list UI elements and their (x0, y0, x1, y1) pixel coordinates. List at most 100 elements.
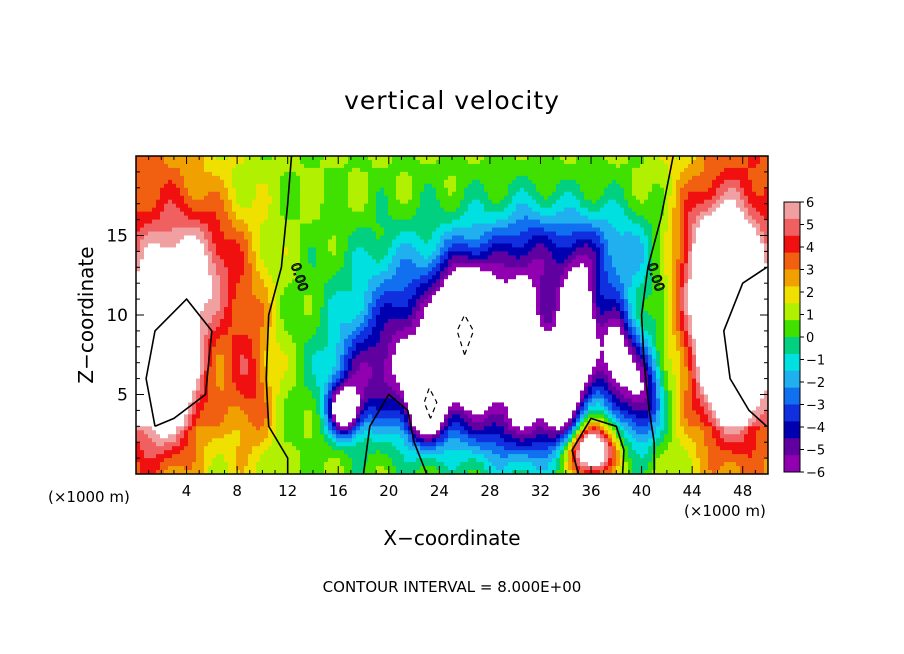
heatmap-cell (292, 279, 297, 284)
heatmap-cell (340, 311, 345, 316)
heatmap-cell (320, 171, 325, 177)
heatmap-cell (192, 470, 197, 474)
heatmap-cell (324, 410, 329, 415)
heatmap-cell (144, 442, 149, 447)
heatmap-cell (136, 414, 141, 419)
heatmap-cell (360, 386, 365, 392)
heatmap-cell (284, 406, 289, 412)
heatmap-cell (228, 263, 233, 268)
heatmap-cell (180, 183, 185, 189)
heatmap-cell (384, 163, 389, 169)
heatmap-cell (176, 430, 181, 435)
heatmap-cell (164, 259, 169, 264)
heatmap-cell (180, 191, 185, 197)
heatmap-cell (364, 227, 369, 233)
heatmap-cell (272, 175, 277, 181)
heatmap-cell (256, 430, 261, 435)
heatmap-cell (296, 279, 301, 284)
heatmap-cell (188, 334, 193, 340)
heatmap-cell (332, 279, 337, 284)
heatmap-cell (288, 334, 293, 340)
heatmap-cell (332, 299, 337, 304)
heatmap-cell (152, 207, 157, 213)
heatmap-cell (288, 446, 293, 451)
heatmap-cell (208, 370, 213, 376)
heatmap-cell (364, 374, 369, 380)
heatmap-cell (164, 159, 169, 165)
heatmap-cell (196, 163, 201, 169)
heatmap-cell (252, 318, 257, 324)
heatmap-cell (144, 334, 149, 340)
heatmap-cell (172, 195, 177, 201)
heatmap-cell (220, 406, 225, 412)
heatmap-cell (344, 426, 349, 431)
heatmap-cell (384, 251, 389, 256)
heatmap-cell (156, 195, 161, 201)
heatmap-cell (288, 291, 293, 296)
heatmap-cell (184, 243, 189, 249)
heatmap-cell (200, 414, 205, 419)
heatmap-cell (164, 271, 169, 276)
heatmap-cell (136, 438, 141, 443)
heatmap-cell (148, 378, 153, 384)
heatmap-cell (208, 450, 213, 455)
heatmap-cell (260, 219, 265, 225)
heatmap-cell (200, 374, 205, 380)
heatmap-cell (140, 291, 145, 296)
heatmap-cell (232, 287, 237, 292)
heatmap-cell (300, 338, 305, 344)
heatmap-cell (216, 334, 221, 340)
heatmap-cell (248, 263, 253, 268)
heatmap-cell (272, 374, 277, 380)
heatmap-cell (232, 271, 237, 276)
heatmap-cell (184, 394, 189, 400)
heatmap-cell (136, 382, 141, 388)
heatmap-cell (256, 378, 261, 384)
heatmap-cell (184, 418, 189, 423)
heatmap-cell (344, 446, 349, 451)
heatmap-cell (288, 235, 293, 241)
heatmap-cell (228, 386, 233, 392)
heatmap-cell (244, 283, 249, 288)
heatmap-cell (380, 362, 385, 368)
heatmap-cell (264, 326, 269, 332)
heatmap-cell (248, 215, 253, 221)
heatmap-cell (328, 291, 333, 296)
heatmap-cell (300, 211, 305, 217)
heatmap-cell (220, 370, 225, 376)
heatmap-cell (360, 406, 365, 412)
heatmap-cell (288, 342, 293, 348)
heatmap-cell (184, 291, 189, 296)
heatmap-cell (204, 458, 209, 463)
heatmap-cell (180, 402, 185, 408)
heatmap-cell (276, 358, 281, 364)
heatmap-cell (320, 466, 325, 471)
heatmap-cell (340, 199, 345, 205)
heatmap-cell (220, 378, 225, 384)
heatmap-cell (340, 227, 345, 233)
heatmap-cell (224, 187, 229, 193)
heatmap-cell (156, 247, 161, 253)
heatmap-cell (336, 446, 341, 451)
heatmap-cell (224, 183, 229, 189)
heatmap-cell (308, 255, 313, 260)
heatmap-cell (268, 450, 273, 455)
heatmap-cell (184, 211, 189, 217)
heatmap-cell (364, 430, 369, 435)
heatmap-cell (208, 330, 213, 336)
heatmap-cell (292, 199, 297, 205)
heatmap-cell (160, 430, 165, 435)
heatmap-cell (232, 466, 237, 471)
heatmap-cell (364, 311, 369, 316)
heatmap-cell (200, 163, 205, 169)
heatmap-cell (332, 167, 337, 173)
heatmap-cell (184, 303, 189, 308)
heatmap-cell (304, 342, 309, 348)
heatmap-cell (244, 330, 249, 336)
heatmap-cell (296, 374, 301, 380)
heatmap-cell (180, 275, 185, 280)
heatmap-cell (148, 446, 153, 451)
heatmap-cell (380, 199, 385, 205)
heatmap-cell (252, 295, 257, 300)
heatmap-cell (180, 354, 185, 360)
